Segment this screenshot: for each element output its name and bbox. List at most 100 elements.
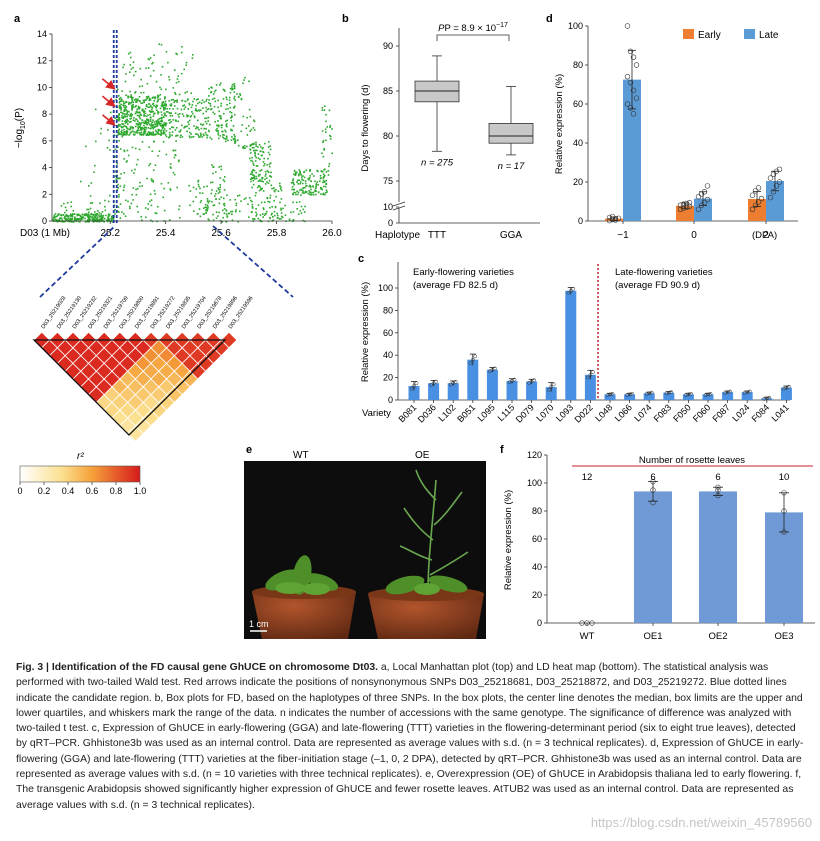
snp-point: [145, 96, 148, 98]
snp-point: [156, 100, 158, 103]
snp-point: [108, 214, 110, 216]
snp-point: [315, 185, 317, 188]
snp-point: [123, 128, 125, 131]
snp-point: [156, 220, 158, 223]
snp-point: [213, 195, 216, 197]
bar-l115: [506, 380, 518, 400]
snp-point: [154, 125, 157, 128]
snp-point: [229, 106, 232, 109]
snp-point: [255, 192, 257, 194]
snp-point: [124, 115, 127, 118]
snp-point: [267, 171, 270, 173]
snp-point: [60, 217, 63, 219]
snp-point: [170, 99, 173, 101]
x-tick-label: F087: [710, 402, 732, 424]
snp-point: [253, 149, 255, 152]
snp-point: [71, 216, 74, 218]
data-point: [725, 390, 730, 395]
snp-point: [99, 132, 102, 135]
bar-f060: [702, 394, 714, 400]
plant-photo: WT OE 1 cm: [244, 450, 486, 639]
data-point: [787, 384, 791, 389]
snp-point: [187, 115, 190, 117]
snp-point: [186, 125, 188, 127]
snp-point: [172, 119, 174, 121]
snp-point: [161, 114, 163, 116]
snp-point: [94, 213, 97, 216]
snp-point: [134, 91, 137, 93]
snp-point: [130, 202, 133, 205]
snp-point: [64, 216, 66, 218]
snp-point: [92, 219, 95, 221]
snp-point: [148, 146, 150, 148]
snp-point: [313, 175, 315, 177]
snp-point: [135, 104, 137, 107]
snp-point: [132, 96, 134, 99]
snp-point: [131, 101, 133, 103]
snp-point: [86, 214, 88, 216]
snp-point: [251, 146, 254, 149]
snp-point: [195, 133, 197, 135]
snp-point: [153, 121, 156, 123]
snp-point: [160, 133, 163, 136]
snp-point: [191, 111, 193, 113]
data-point: [630, 87, 637, 94]
snp-point: [251, 203, 254, 206]
snp-point: [92, 213, 95, 216]
snp-point: [209, 123, 211, 126]
snp-point: [278, 218, 281, 220]
snp-point: [205, 100, 207, 102]
snp-point: [157, 119, 159, 121]
snp-point: [225, 130, 227, 133]
snp-point: [89, 207, 92, 210]
snp-point: [163, 132, 166, 134]
snp-point: [147, 96, 150, 98]
snp-point: [118, 116, 121, 119]
snp-point: [237, 139, 239, 141]
snp-point: [321, 171, 324, 173]
data-point: [647, 391, 652, 396]
snp-point: [187, 98, 189, 100]
snp-point: [224, 176, 226, 178]
snp-point: [64, 206, 67, 209]
snp-point: [157, 120, 159, 123]
x-tick-label: D022: [573, 402, 595, 424]
snp-point: [295, 173, 297, 175]
data-point: [677, 202, 684, 208]
snp-point: [165, 115, 167, 117]
snp-point: [192, 200, 195, 203]
snp-point: [159, 93, 162, 96]
snp-point: [301, 178, 303, 181]
snp-point: [196, 127, 199, 129]
snp-point: [135, 193, 138, 196]
snp-point: [117, 177, 120, 179]
snp-point: [276, 214, 279, 217]
snp-point: [268, 153, 271, 156]
snp-point: [160, 119, 163, 122]
snp-point: [177, 160, 180, 163]
snp-point: [305, 185, 307, 187]
snp-point: [117, 187, 119, 189]
snp-point: [171, 114, 174, 117]
snp-point: [141, 102, 144, 104]
snp-point: [93, 216, 95, 218]
late-group-avg: (average FD 90.9 d): [615, 280, 700, 291]
snp-point: [252, 168, 255, 171]
ld-zoom-line-right: [212, 225, 294, 298]
y-tick-label: 0: [537, 618, 542, 628]
snp-point: [96, 220, 98, 223]
snp-point: [130, 112, 132, 115]
snp-point: [157, 130, 160, 132]
snp-point: [169, 118, 171, 121]
snp-point: [209, 136, 211, 139]
snp-point: [208, 95, 210, 97]
snp-point: [89, 195, 92, 197]
snp-point: [138, 111, 141, 113]
snp-point: [140, 127, 142, 130]
snp-point: [294, 172, 297, 174]
snp-point: [60, 205, 63, 207]
snp-point: [222, 98, 225, 100]
snp-point: [162, 127, 164, 130]
data-point: [767, 395, 772, 400]
snp-point: [183, 108, 186, 110]
